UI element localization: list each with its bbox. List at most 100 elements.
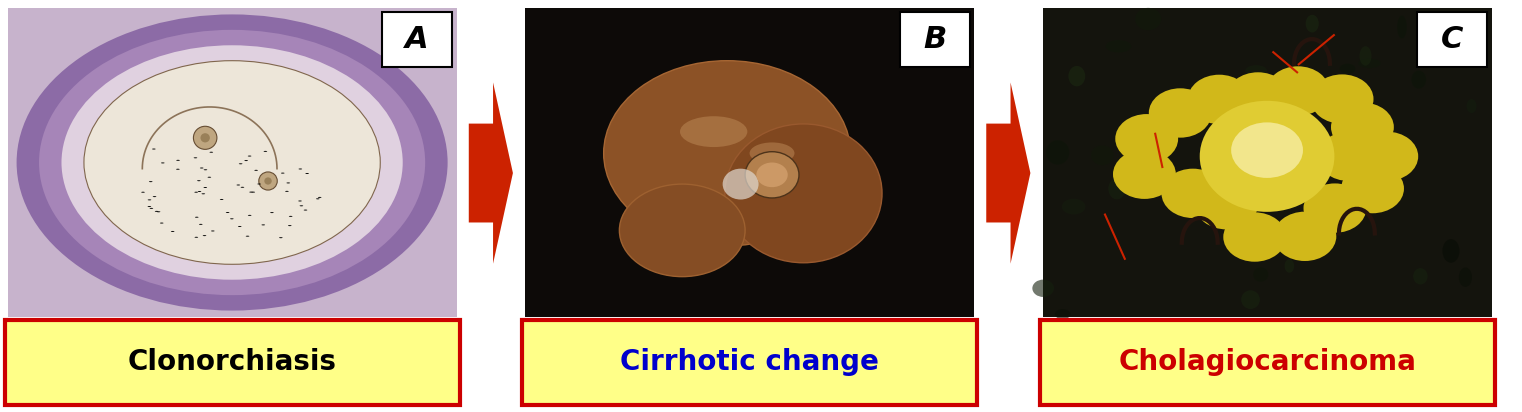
- Text: C: C: [1441, 25, 1463, 54]
- FancyBboxPatch shape: [382, 12, 452, 67]
- Ellipse shape: [1240, 290, 1260, 309]
- Circle shape: [304, 210, 307, 211]
- Circle shape: [300, 205, 303, 206]
- Ellipse shape: [1224, 212, 1286, 262]
- Circle shape: [248, 156, 251, 157]
- Circle shape: [152, 196, 157, 197]
- Ellipse shape: [259, 172, 277, 190]
- Circle shape: [202, 235, 207, 236]
- Circle shape: [240, 187, 244, 188]
- Text: Clonorchiasis: Clonorchiasis: [128, 348, 336, 376]
- Text: B: B: [922, 25, 947, 54]
- Circle shape: [210, 152, 213, 153]
- Circle shape: [306, 173, 309, 174]
- Text: Cirrhotic change: Cirrhotic change: [619, 348, 880, 376]
- Ellipse shape: [1137, 129, 1149, 150]
- Ellipse shape: [1231, 122, 1303, 178]
- Ellipse shape: [84, 61, 380, 265]
- FancyBboxPatch shape: [1417, 12, 1487, 67]
- Circle shape: [318, 197, 321, 198]
- Ellipse shape: [17, 14, 447, 311]
- Ellipse shape: [1161, 169, 1224, 218]
- Circle shape: [317, 198, 320, 199]
- Ellipse shape: [61, 45, 403, 280]
- Circle shape: [239, 163, 242, 164]
- Ellipse shape: [1339, 63, 1356, 74]
- Circle shape: [285, 191, 289, 192]
- Ellipse shape: [1068, 66, 1085, 87]
- Ellipse shape: [1187, 75, 1251, 124]
- Circle shape: [257, 183, 260, 185]
- Ellipse shape: [1274, 212, 1336, 261]
- Ellipse shape: [746, 152, 799, 198]
- Circle shape: [160, 222, 163, 224]
- Circle shape: [195, 237, 198, 238]
- Ellipse shape: [1341, 164, 1403, 213]
- Circle shape: [248, 215, 251, 216]
- Ellipse shape: [724, 124, 883, 263]
- Circle shape: [142, 192, 145, 193]
- Ellipse shape: [1149, 88, 1212, 138]
- FancyBboxPatch shape: [1040, 320, 1495, 405]
- Circle shape: [212, 230, 215, 232]
- Circle shape: [201, 193, 205, 194]
- Ellipse shape: [680, 116, 747, 147]
- Circle shape: [157, 211, 160, 212]
- Ellipse shape: [1397, 16, 1406, 38]
- Circle shape: [245, 160, 248, 161]
- Ellipse shape: [1199, 101, 1335, 212]
- Circle shape: [269, 212, 274, 213]
- Circle shape: [289, 216, 292, 217]
- Ellipse shape: [1358, 59, 1380, 68]
- Ellipse shape: [193, 126, 218, 149]
- Circle shape: [199, 168, 204, 169]
- Ellipse shape: [1353, 183, 1377, 195]
- Ellipse shape: [1195, 180, 1257, 229]
- Ellipse shape: [1245, 65, 1268, 77]
- Circle shape: [196, 180, 201, 181]
- Circle shape: [219, 199, 224, 200]
- Ellipse shape: [1467, 99, 1476, 113]
- Circle shape: [204, 187, 207, 188]
- Ellipse shape: [1412, 268, 1428, 285]
- Polygon shape: [469, 82, 513, 264]
- Circle shape: [195, 192, 198, 193]
- Circle shape: [251, 192, 256, 193]
- Ellipse shape: [1278, 155, 1289, 169]
- Circle shape: [193, 157, 198, 158]
- Circle shape: [254, 170, 257, 171]
- Ellipse shape: [750, 143, 794, 164]
- Ellipse shape: [265, 178, 272, 185]
- Circle shape: [148, 199, 151, 200]
- Circle shape: [177, 169, 180, 170]
- Circle shape: [152, 149, 155, 150]
- Circle shape: [199, 224, 202, 225]
- Ellipse shape: [1266, 66, 1329, 116]
- Ellipse shape: [1046, 140, 1070, 164]
- Circle shape: [237, 226, 242, 227]
- Ellipse shape: [1356, 132, 1419, 181]
- Ellipse shape: [756, 162, 788, 187]
- Ellipse shape: [1285, 259, 1294, 273]
- Ellipse shape: [1222, 176, 1242, 194]
- Text: Cholagiocarcinoma: Cholagiocarcinoma: [1119, 348, 1415, 376]
- Ellipse shape: [1303, 183, 1367, 233]
- Circle shape: [148, 206, 151, 207]
- Ellipse shape: [1253, 267, 1268, 282]
- Ellipse shape: [1266, 163, 1289, 186]
- Circle shape: [230, 218, 234, 219]
- Ellipse shape: [1227, 72, 1289, 122]
- Ellipse shape: [604, 61, 851, 246]
- Circle shape: [155, 211, 158, 212]
- Ellipse shape: [1443, 239, 1460, 263]
- Ellipse shape: [1055, 309, 1070, 319]
- Ellipse shape: [1062, 199, 1085, 215]
- Circle shape: [198, 191, 201, 192]
- Bar: [1043, 8, 1492, 317]
- Bar: [525, 8, 974, 317]
- Ellipse shape: [40, 30, 425, 295]
- Ellipse shape: [1460, 267, 1472, 287]
- Ellipse shape: [723, 169, 758, 199]
- Circle shape: [149, 208, 154, 209]
- Ellipse shape: [1332, 103, 1394, 152]
